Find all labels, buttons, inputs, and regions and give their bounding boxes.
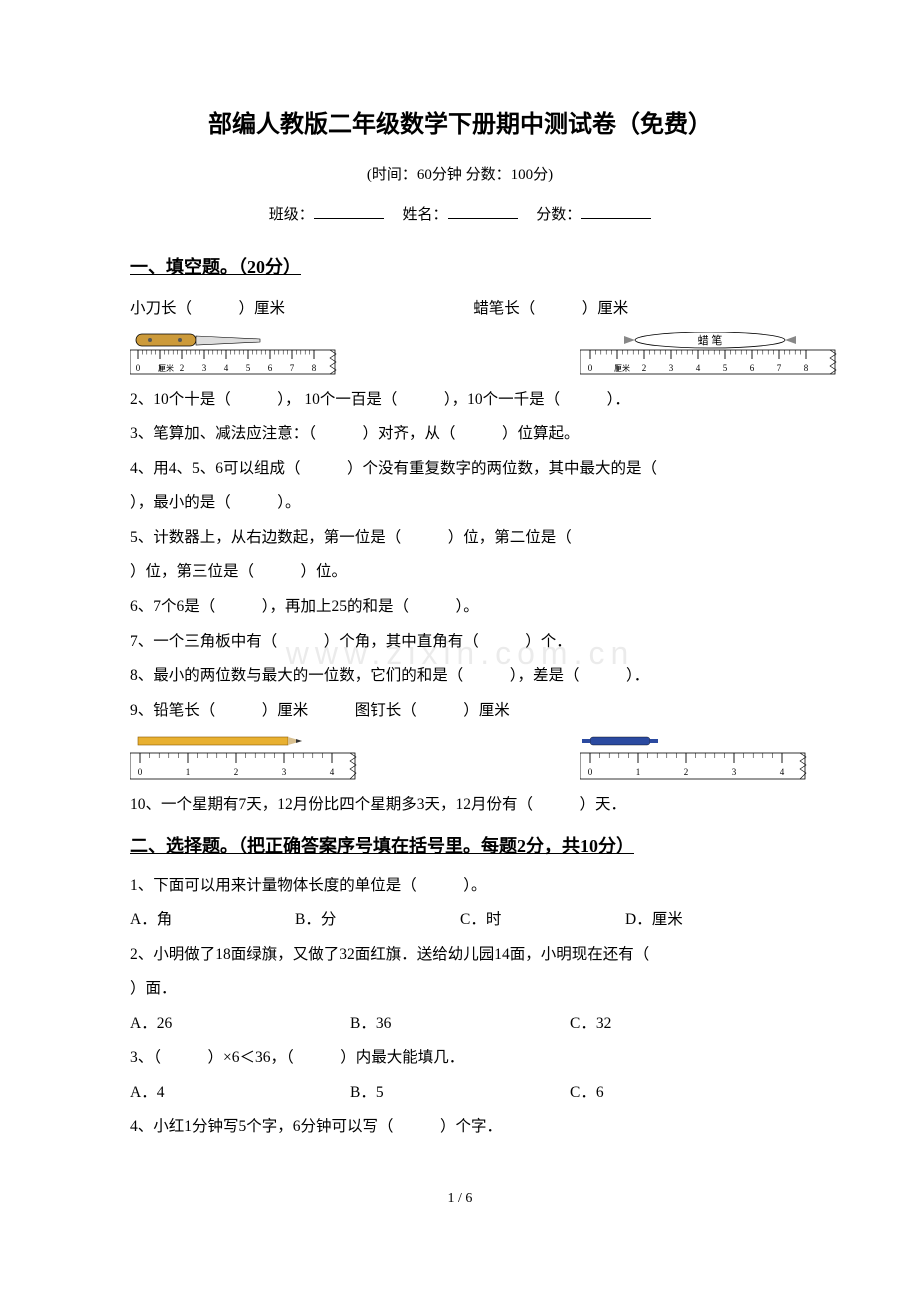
svg-text:4: 4 xyxy=(780,767,785,777)
section-2-header: 二、选择题。（把正确答案序号填在括号里。每题2分，共10分） xyxy=(130,828,790,866)
q1-right-text: 蜡笔长（ ）厘米 xyxy=(473,293,790,326)
svg-text:0: 0 xyxy=(588,767,593,777)
svg-text:4: 4 xyxy=(330,767,335,777)
ruler-row-2: 0 1 2 3 4 0 1 2 3 4 xyxy=(130,731,790,781)
svg-text:3: 3 xyxy=(202,363,207,373)
q6: 6、7个6是（ ），再加上25的和是（ ）。 xyxy=(130,591,790,624)
s2-q2-oc: C．32 xyxy=(570,1008,790,1041)
svg-text:2: 2 xyxy=(684,767,689,777)
s2-q3-c: C．6 xyxy=(570,1077,790,1110)
svg-text:0: 0 xyxy=(138,767,143,777)
svg-text:6: 6 xyxy=(750,363,755,373)
s2-q3: 3、（ ）×6＜36，（ ）内最大能填几． xyxy=(130,1042,790,1075)
q5b: ）位，第三位是（ ）位。 xyxy=(130,556,790,589)
s2-q1-d: D．厘米 xyxy=(625,904,790,937)
page-subtitle: (时间：60分钟 分数：100分) xyxy=(130,160,790,192)
svg-text:5: 5 xyxy=(246,363,251,373)
knife-ruler: 012345678厘米 xyxy=(130,332,340,376)
svg-text:5: 5 xyxy=(723,363,728,373)
page-title: 部编人教版二年级数学下册期中测试卷（免费） xyxy=(130,100,790,150)
svg-text:1: 1 xyxy=(186,767,191,777)
q3: 3、笔算加、减法应注意：（ ）对齐，从（ ）位算起。 xyxy=(130,418,790,451)
q1-left-text: 小刀长（ ）厘米 xyxy=(130,293,447,326)
svg-text:2: 2 xyxy=(642,363,647,373)
q10: 10、一个星期有7天，12月份比四个星期多3天，12月份有（ ）天． xyxy=(130,789,790,822)
q7: 7、一个三角板中有（ ）个角，其中直角有（ ）个． xyxy=(130,626,790,659)
s2-q2a: 2、小明做了18面绿旗，又做了32面红旗．送给幼儿园14面，小明现在还有（ xyxy=(130,939,790,972)
svg-text:3: 3 xyxy=(282,767,287,777)
s2-q2-oa: A．26 xyxy=(130,1008,350,1041)
svg-text:4: 4 xyxy=(696,363,701,373)
svg-text:0: 0 xyxy=(136,363,141,373)
s2-q3-a: A．4 xyxy=(130,1077,350,1110)
tack-ruler: 0 1 2 3 4 xyxy=(580,731,790,781)
ruler-row-1: 012345678厘米 蜡 笔 012345678厘米 xyxy=(130,332,790,376)
svg-text:2: 2 xyxy=(234,767,239,777)
svg-text:2: 2 xyxy=(180,363,185,373)
class-blank xyxy=(314,204,384,219)
q9: 9、铅笔长（ ）厘米 图钉长（ ）厘米 xyxy=(130,695,790,728)
name-label: 姓名： xyxy=(402,207,447,223)
svg-text:厘米: 厘米 xyxy=(158,363,174,373)
section-1-header: 一、填空题。（20分） xyxy=(130,249,790,287)
meta-line: 班级： 姓名： 分数： xyxy=(130,200,790,232)
q8: 8、最小的两位数与最大的一位数，它们的和是（ ），差是（ ）． xyxy=(130,660,790,693)
svg-text:6: 6 xyxy=(268,363,273,373)
page-number: 1 / 6 xyxy=(130,1184,790,1213)
s2-q2b: ）面． xyxy=(130,973,790,1006)
svg-text:0: 0 xyxy=(588,363,593,373)
crayon-label: 蜡 笔 xyxy=(698,333,723,347)
svg-text:厘米: 厘米 xyxy=(614,363,630,373)
s2-q4: 4、小红1分钟写5个字，6分钟可以写（ ）个字． xyxy=(130,1111,790,1144)
name-blank xyxy=(448,204,518,219)
svg-text:3: 3 xyxy=(669,363,674,373)
q2: 2、10个十是（ ）， 10个一百是（ ），10个一千是（ ）． xyxy=(130,384,790,417)
q4b: ），最小的是（ ）。 xyxy=(130,487,790,520)
q5a: 5、计数器上，从右边数起，第一位是（ ）位，第二位是（ xyxy=(130,522,790,555)
svg-text:4: 4 xyxy=(224,363,229,373)
svg-text:7: 7 xyxy=(290,363,295,373)
s2-q3-b: B．5 xyxy=(350,1077,570,1110)
score-label: 分数： xyxy=(536,207,581,223)
svg-text:3: 3 xyxy=(732,767,737,777)
svg-text:8: 8 xyxy=(312,363,317,373)
s2-q1-c: C．时 xyxy=(460,904,625,937)
class-label: 班级： xyxy=(269,207,314,223)
s2-q1-b: B．分 xyxy=(295,904,460,937)
s2-q1: 1、下面可以用来计量物体长度的单位是（ ）。 xyxy=(130,870,790,903)
s2-q1-a: A．角 xyxy=(130,904,295,937)
svg-text:8: 8 xyxy=(804,363,809,373)
s2-q2-ob: B．36 xyxy=(350,1008,570,1041)
q4a: 4、用4、5、6可以组成（ ）个没有重复数字的两位数，其中最大的是（ xyxy=(130,453,790,486)
score-blank xyxy=(581,204,651,219)
svg-text:1: 1 xyxy=(636,767,641,777)
svg-text:7: 7 xyxy=(777,363,782,373)
crayon-ruler: 蜡 笔 012345678厘米 xyxy=(580,332,790,376)
pencil-ruler: 0 1 2 3 4 xyxy=(130,731,340,781)
